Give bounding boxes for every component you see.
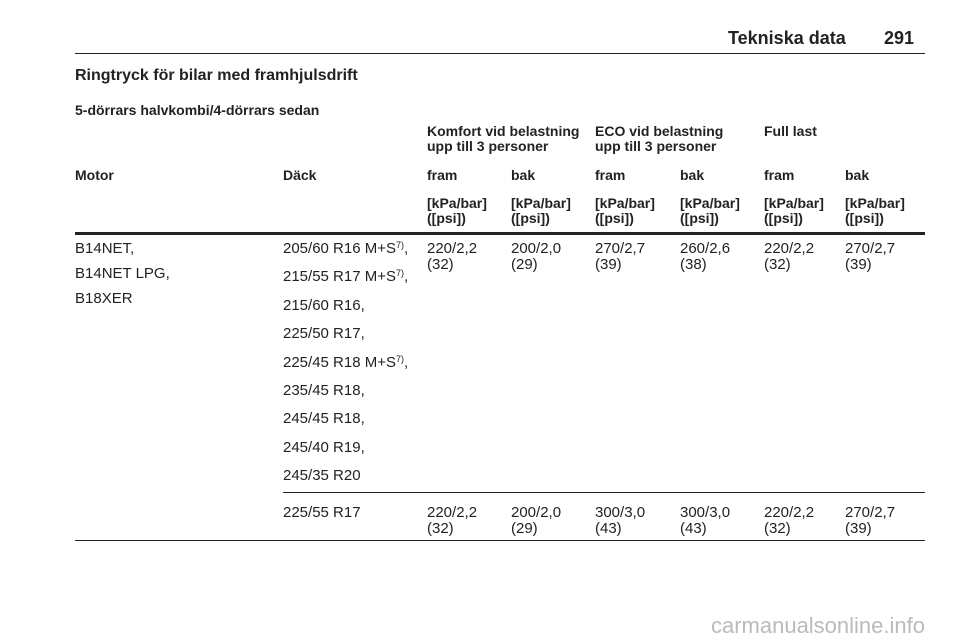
tyre-pressure: 270/2,7 bbox=[845, 503, 896, 521]
tyre-size: 225/55 R17 bbox=[283, 503, 361, 521]
tyre-pressure: (39) bbox=[845, 519, 872, 537]
unit: ([psi]) bbox=[845, 210, 884, 226]
subheading: 5-dörrars halvkombi/4-dörrars sedan bbox=[75, 102, 320, 118]
tyre-pressure: 300/3,0 bbox=[680, 503, 731, 521]
column-header: Däck bbox=[283, 167, 317, 183]
tyre: 235/45 R18, bbox=[283, 383, 365, 398]
unit: ([psi]) bbox=[595, 210, 634, 226]
tyre-pressure: (29) bbox=[511, 256, 538, 273]
unit: ([psi]) bbox=[427, 210, 466, 226]
page-number: 291 bbox=[884, 28, 915, 48]
tyre-pressure: 220/2,2 bbox=[764, 240, 815, 257]
tyre-pressure: (32) bbox=[427, 256, 454, 273]
column-header: Motor bbox=[75, 167, 114, 183]
punctuation: , bbox=[404, 268, 409, 286]
tyre-pressure: (43) bbox=[680, 519, 707, 537]
tyre-pressure: (38) bbox=[680, 256, 707, 273]
tyre-size: 245/45 R18, bbox=[283, 410, 365, 428]
motor: B14NET, bbox=[75, 240, 135, 257]
column-header: bak bbox=[845, 167, 870, 183]
row-rule bbox=[75, 539, 925, 541]
unit: ([psi]) bbox=[764, 210, 803, 226]
tyre-pressure: 220/2,2 bbox=[764, 503, 815, 521]
column-header: bak bbox=[680, 167, 705, 183]
tyre-pressure: 200/2,0 bbox=[511, 240, 562, 257]
tyre-size: 215/55 R17 M+S bbox=[283, 268, 396, 286]
watermark: carmanualsonline.info bbox=[710, 613, 925, 638]
unit: [kPa/bar] bbox=[511, 195, 571, 211]
row-rule bbox=[283, 491, 925, 493]
footnote-ref: 7) bbox=[396, 268, 405, 279]
unit: [kPa/bar] bbox=[427, 195, 487, 211]
tyre-pressure: (32) bbox=[427, 519, 454, 537]
group-header: Komfort vid belastning bbox=[427, 123, 580, 139]
tyre: 225/55 R17 bbox=[283, 505, 361, 520]
tyre-pressure: 300/3,0 bbox=[595, 503, 646, 521]
unit: [kPa/bar] bbox=[764, 195, 824, 211]
tyre-pressure: 270/2,7 bbox=[595, 240, 646, 257]
tyre: 245/35 R20 bbox=[283, 468, 361, 483]
tyre: 215/55 R17 M+S7), bbox=[283, 268, 409, 286]
unit: [kPa/bar] bbox=[680, 195, 740, 211]
motor: B18XER bbox=[75, 290, 133, 307]
tyre-pressure: 200/2,0 bbox=[511, 503, 562, 521]
footnote-ref: 7) bbox=[396, 240, 405, 250]
tyre-size: 225/50 R17, bbox=[283, 325, 365, 343]
tyre-pressure: (32) bbox=[764, 519, 791, 537]
motor: B14NET LPG, bbox=[75, 265, 170, 282]
tyre-size: 245/40 R19, bbox=[283, 438, 365, 456]
column-header: fram bbox=[427, 167, 458, 183]
punctuation: , bbox=[404, 353, 409, 371]
tyre-size: 205/60 R16 M+S bbox=[283, 240, 396, 257]
heading: Ringtryck för bilar med framhjulsdrift bbox=[75, 67, 358, 84]
tyre-pressure: 220/2,2 bbox=[427, 240, 478, 257]
tyre-pressure: (32) bbox=[764, 256, 791, 273]
rule bbox=[75, 232, 925, 235]
tyre: 245/45 R18, bbox=[283, 411, 365, 426]
column-header: fram bbox=[764, 167, 795, 183]
unit: ([psi]) bbox=[511, 210, 550, 226]
tyre-pressure: 260/2,6 bbox=[680, 240, 731, 257]
tyre-size: 215/60 R16, bbox=[283, 296, 365, 314]
tyre-pressure: (29) bbox=[511, 519, 538, 537]
punctuation: , bbox=[404, 240, 409, 257]
tyre: 225/45 R18 M+S7), bbox=[283, 353, 409, 371]
column-header: fram bbox=[595, 167, 626, 183]
tyre-size: 225/45 R18 M+S bbox=[283, 353, 396, 371]
group-header: ECO vid belastning bbox=[595, 123, 724, 139]
unit: ([psi]) bbox=[680, 210, 719, 226]
tyre: 225/50 R17, bbox=[283, 326, 365, 341]
tyre-pressure: (39) bbox=[595, 256, 622, 273]
column-header: bak bbox=[511, 167, 536, 183]
tyre-pressure: (43) bbox=[595, 519, 622, 537]
tyre-size: 245/35 R20 bbox=[283, 467, 361, 485]
tyre-pressure: 270/2,7 bbox=[845, 240, 896, 257]
unit: [kPa/bar] bbox=[845, 195, 905, 211]
tyre-pressure: 220/2,2 bbox=[427, 503, 478, 521]
group-header: upp till 3 personer bbox=[427, 138, 549, 154]
unit: [kPa/bar] bbox=[595, 195, 655, 211]
group-header: Full last bbox=[764, 123, 817, 139]
group-header: upp till 3 personer bbox=[595, 138, 717, 154]
header-title: Tekniska data bbox=[728, 28, 846, 48]
tyre-pressure: (39) bbox=[845, 256, 872, 273]
tyre: 245/40 R19, bbox=[283, 440, 365, 455]
tyre-size: 235/45 R18, bbox=[283, 382, 365, 399]
rule bbox=[75, 53, 925, 54]
tyre: 205/60 R16 M+S7), bbox=[283, 240, 409, 257]
footnote-ref: 7) bbox=[396, 353, 405, 364]
tyre: 215/60 R16, bbox=[283, 298, 365, 313]
